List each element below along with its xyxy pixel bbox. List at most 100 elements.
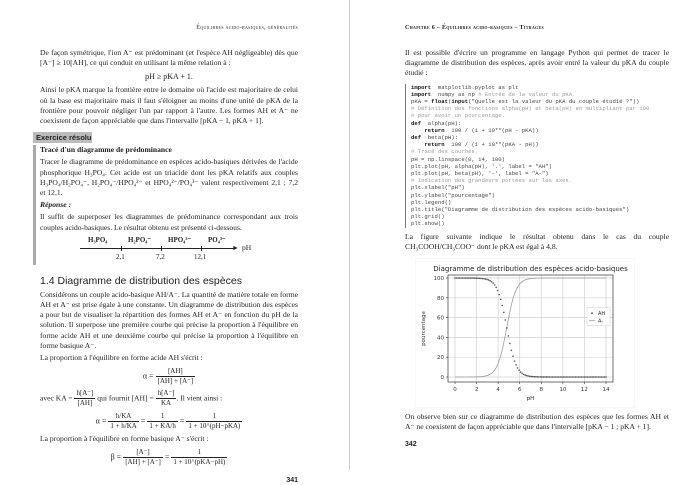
code-token: # Entrée de la valeur du pKA. bbox=[478, 90, 576, 98]
data-point-AH bbox=[474, 277, 476, 279]
data-point-AH bbox=[542, 376, 545, 378]
y-tick-label: 20 bbox=[437, 355, 444, 361]
code-line: plt.show() bbox=[411, 220, 669, 227]
data-point-AH bbox=[507, 335, 510, 337]
data-point-AH bbox=[591, 376, 594, 378]
left-page: Équilibres acido-basiques, généralités D… bbox=[0, 0, 350, 484]
data-point-AH bbox=[573, 376, 575, 378]
data-point-AH bbox=[525, 374, 528, 377]
data-point-AH bbox=[503, 311, 505, 314]
code-line: # Indication des grandeurs portées sur l… bbox=[411, 177, 669, 184]
data-point-AH bbox=[513, 360, 516, 362]
code-line: plt.legend() bbox=[411, 199, 669, 206]
denominator: 1 + KA/h bbox=[149, 422, 176, 431]
data-point-AH bbox=[557, 376, 560, 378]
data-point-AH bbox=[544, 376, 546, 378]
answer-text: Il suffit de superposer les diagrammes d… bbox=[40, 212, 298, 232]
data-point-AH bbox=[486, 278, 488, 281]
exercise-statement: Tracer le diagramme de prédominance en e… bbox=[40, 157, 298, 198]
x-tick-label: 0 bbox=[453, 387, 457, 393]
plot-frame bbox=[447, 274, 614, 383]
denominator: 1 + 10^(pH−pKA) bbox=[188, 422, 241, 431]
ph-axis bbox=[80, 247, 234, 249]
data-point-AH bbox=[530, 375, 533, 378]
data-point-AH bbox=[522, 373, 525, 376]
data-point-AH bbox=[596, 376, 598, 378]
code-token: alpha(pH): bbox=[421, 119, 462, 127]
code-line: pH = np.linspace(0, 14, 100) bbox=[411, 156, 669, 163]
code-token: # Indication des grandeurs portées sur l… bbox=[411, 177, 573, 185]
paragraph: Ainsi le pKA marque la frontière entre l… bbox=[40, 85, 298, 126]
code-token: # Tracé des courbes. bbox=[411, 148, 479, 156]
code-token: beta(pH): bbox=[421, 134, 459, 142]
avec-line: avec KA = h[A⁻] [AH] qui fournit [AH] = h… bbox=[40, 389, 298, 408]
data-point-AH bbox=[469, 277, 472, 279]
x-tick-label: 6 bbox=[518, 387, 522, 393]
data-point-AH bbox=[464, 277, 467, 279]
code-token bbox=[411, 141, 424, 148]
numerator: 1 bbox=[147, 412, 178, 423]
code-line: # Tracé des courbes. bbox=[411, 148, 669, 155]
data-point-AH bbox=[498, 293, 501, 296]
code-token: input bbox=[451, 98, 469, 106]
data-point-AH bbox=[576, 376, 578, 378]
data-point-AH bbox=[571, 376, 574, 378]
python-code-block: import matplotlib.pyplot as plt import nu… bbox=[405, 83, 669, 228]
data-point-AH bbox=[567, 376, 569, 378]
species: H₃PO₄ bbox=[88, 235, 108, 244]
data-point-AH bbox=[484, 278, 487, 280]
data-point-AH bbox=[509, 342, 511, 345]
legend-marker-AH bbox=[591, 312, 593, 315]
data-point-AH bbox=[466, 277, 469, 279]
numerator: 1 bbox=[186, 412, 243, 423]
data-point-AH bbox=[487, 279, 490, 281]
data-point-AH bbox=[501, 304, 504, 307]
data-point-AH bbox=[490, 281, 493, 283]
data-point-AH bbox=[548, 376, 551, 378]
data-point-AH bbox=[493, 284, 496, 286]
paragraph: La proportion à l'équilibre en forme bas… bbox=[40, 434, 209, 444]
fraction: h[A⁻] [AH] bbox=[74, 389, 96, 408]
paragraph: On observe bien sur ce diagramme de dist… bbox=[405, 412, 669, 432]
code-token: plt.legend() bbox=[411, 198, 452, 206]
data-point-AH bbox=[589, 376, 592, 378]
code-token: float bbox=[431, 98, 448, 106]
numerator: h/KA bbox=[108, 412, 139, 423]
data-point-AH bbox=[457, 277, 459, 279]
code-token: plt.show() bbox=[411, 220, 445, 228]
data-point-AH bbox=[586, 376, 589, 378]
denominator: KA bbox=[160, 399, 172, 408]
exercise-label: Exercice résolu bbox=[33, 132, 92, 144]
axis-arrow: ► bbox=[232, 243, 239, 252]
data-point-AH bbox=[559, 376, 562, 378]
data-point-AH bbox=[570, 376, 572, 378]
text: . Il vient ainsi : bbox=[176, 393, 223, 403]
data-point-AH bbox=[531, 375, 534, 378]
data-point-AH bbox=[478, 277, 481, 280]
eq-lhs: α = bbox=[142, 371, 154, 381]
data-point-AH bbox=[585, 376, 587, 378]
data-point-AH bbox=[579, 376, 581, 378]
equation: pH ≥ pKA + 1. bbox=[145, 72, 193, 82]
data-point-AH bbox=[594, 376, 597, 378]
x-tick-label: 14 bbox=[603, 387, 610, 393]
y-axis-label: pourcentage bbox=[421, 311, 427, 346]
tick-label: 7,2 bbox=[156, 252, 165, 261]
species: H₂PO₄⁻ bbox=[128, 235, 152, 244]
code-token: plt.grid() bbox=[411, 213, 445, 221]
left-page-content: Équilibres acido-basiques, généralités D… bbox=[33, 24, 298, 485]
right-page: Chapitre 6 – Équilibres acido-basiques –… bbox=[350, 0, 700, 470]
code-line: import matplotlib.pyplot as plt bbox=[411, 84, 669, 91]
data-point-AH bbox=[528, 375, 531, 378]
data-point-AH bbox=[506, 327, 508, 329]
distribution-chart: Diagramme de distribution des espèces ac… bbox=[415, 258, 635, 409]
tick bbox=[121, 245, 122, 251]
paragraph: Considérons un couple acido-basique AH/A… bbox=[40, 289, 298, 350]
eq-lhs: β = bbox=[110, 452, 122, 462]
numerator: [A⁻] bbox=[123, 448, 163, 459]
code-line: def beta(pH): bbox=[411, 134, 669, 141]
data-point-AH bbox=[480, 277, 482, 280]
data-point-AH bbox=[467, 277, 470, 279]
